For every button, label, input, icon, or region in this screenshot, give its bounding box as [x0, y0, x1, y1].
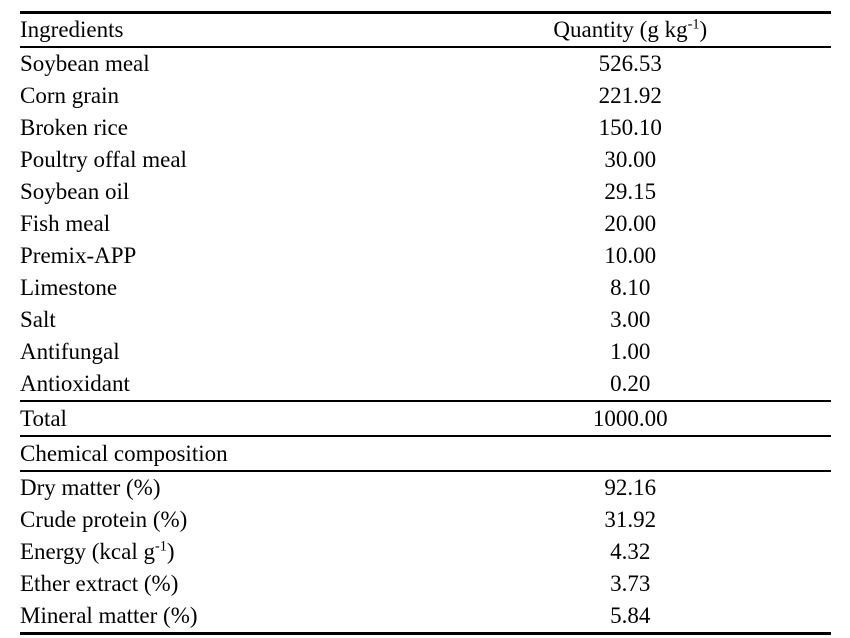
composition-name: Mineral matter (%) [20, 603, 198, 629]
ingredient-name: Soybean oil [20, 179, 130, 205]
ingredient-name: Soybean meal [20, 51, 150, 77]
table-row: Limestone 8.10 [20, 272, 831, 304]
ingredient-name: Poultry offal meal [20, 147, 187, 173]
table-row: Salt 3.00 [20, 304, 831, 336]
composition-value: 3.73 [610, 571, 651, 597]
ingredient-quantity: 8.10 [610, 275, 651, 301]
ingredient-quantity: 3.00 [610, 307, 651, 333]
table-row: Dry matter (%) 92.16 [20, 471, 831, 504]
composition-name: Energy (kcal g-1) [20, 538, 175, 565]
composition-value: 31.92 [604, 507, 657, 533]
table-row: Corn grain 221.92 [20, 80, 831, 112]
table-row: Broken rice 150.10 [20, 112, 831, 144]
table-row: Soybean meal 526.53 [20, 47, 831, 80]
ingredient-quantity: 20.00 [604, 211, 657, 237]
column-header-ingredients: Ingredients [20, 17, 124, 43]
composition-name: Ether extract (%) [20, 571, 179, 597]
table-row: Soybean oil 29.15 [20, 176, 831, 208]
ingredient-name: Fish meal [20, 211, 111, 237]
composition-value: 5.84 [610, 603, 651, 629]
ingredient-quantity: 1.00 [610, 339, 651, 365]
ingredient-quantity: 30.00 [604, 147, 657, 173]
ingredient-name: Salt [20, 307, 56, 333]
ingredient-quantity: 0.20 [610, 371, 651, 397]
composition-name: Dry matter (%) [20, 475, 161, 501]
column-header-quantity: Quantity (g kg-1) [553, 16, 708, 43]
ingredient-quantity: 10.00 [604, 243, 657, 269]
ingredient-quantity: 526.53 [598, 51, 662, 77]
table-row: Fish meal 20.00 [20, 208, 831, 240]
ingredient-name: Broken rice [20, 115, 128, 141]
table-row-total: Total 1000.00 [20, 401, 831, 436]
table-header-row: Ingredients Quantity (g kg-1) [20, 13, 831, 47]
table-row: Energy (kcal g-1) 4.32 [20, 536, 831, 568]
ingredient-quantity: 221.92 [598, 83, 662, 109]
table-row: Antioxidant 0.20 [20, 368, 831, 401]
ingredient-name: Corn grain [20, 83, 120, 109]
total-value: 1000.00 [592, 405, 668, 431]
table-row: Mineral matter (%) 5.84 [20, 600, 831, 634]
table-row: Poultry offal meal 30.00 [20, 144, 831, 176]
ingredient-name: Antifungal [20, 339, 120, 365]
ingredient-quantity: 150.10 [598, 115, 662, 141]
composition-value: 92.16 [604, 475, 657, 501]
composition-name: Crude protein (%) [20, 507, 188, 533]
table-row-section-header: Chemical composition [20, 436, 831, 471]
ingredient-name: Antioxidant [20, 371, 130, 397]
diet-composition-table: Ingredients Quantity (g kg-1) Soybean me… [20, 11, 831, 635]
ingredient-name: Premix-APP [20, 243, 137, 269]
table-row: Premix-APP 10.00 [20, 240, 831, 272]
ingredient-quantity: 29.15 [604, 179, 657, 205]
ingredient-name: Limestone [20, 275, 118, 301]
composition-value: 4.32 [610, 539, 651, 565]
table-row: Antifungal 1.00 [20, 336, 831, 368]
section-header-label: Chemical composition [20, 440, 228, 466]
total-label: Total [20, 405, 67, 431]
table-row: Crude protein (%) 31.92 [20, 504, 831, 536]
table-row: Ether extract (%) 3.73 [20, 568, 831, 600]
